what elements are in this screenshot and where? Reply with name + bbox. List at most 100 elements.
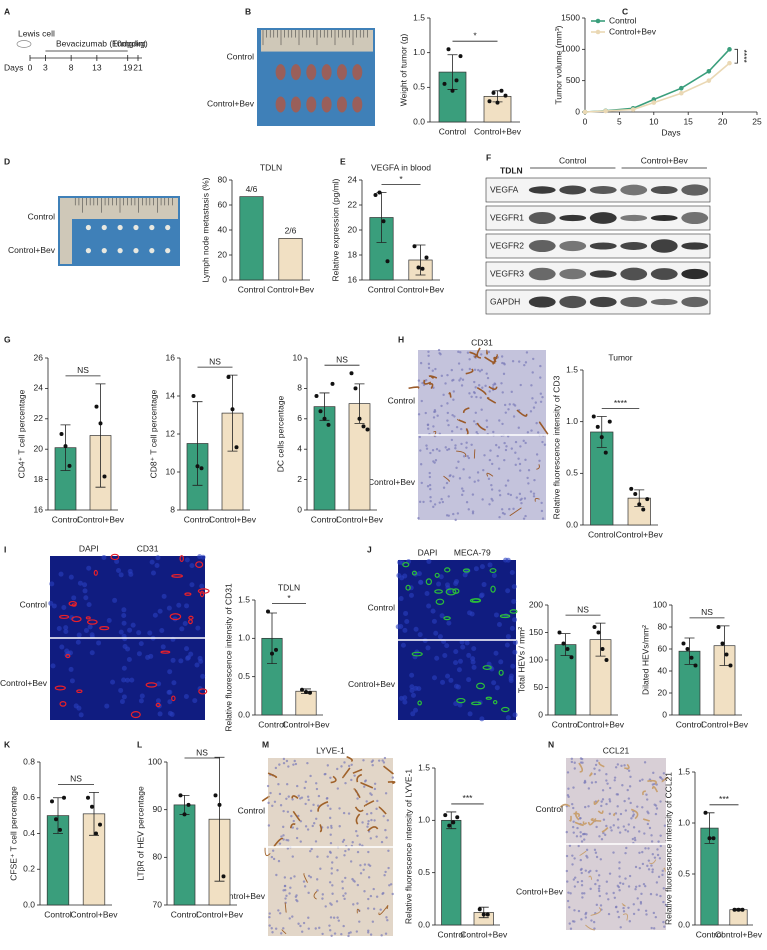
y-tick-label: 0: [297, 504, 302, 514]
nucleus: [338, 825, 341, 828]
nuclei: [184, 603, 190, 609]
data-point: [58, 827, 62, 832]
data-point: [182, 812, 187, 817]
nucleus: [482, 468, 485, 472]
value-label: 2/6: [285, 226, 297, 236]
tumor: [336, 64, 347, 81]
data-point: [98, 421, 103, 426]
nucleus: [579, 858, 582, 862]
nucleus: [627, 769, 631, 772]
y-tick-label: 0.6: [23, 792, 35, 802]
nucleus: [524, 361, 528, 364]
nucleus: [641, 778, 644, 781]
y-tick-label: 80: [658, 621, 668, 631]
stain: [261, 795, 270, 802]
nuclei: [104, 703, 110, 709]
y-tick-label: 80: [218, 174, 228, 184]
nucleus: [370, 818, 373, 822]
micrograph: [566, 844, 666, 930]
nuclei: [505, 588, 511, 594]
stain-label: DAPI: [418, 547, 438, 557]
data-point: [637, 502, 642, 507]
series-marker: [706, 78, 712, 83]
nucleus: [326, 826, 330, 829]
nucleus: [441, 500, 445, 504]
nucleus: [488, 390, 491, 393]
nucleus: [595, 855, 599, 859]
y-axis-label: CD8⁺ T cell percentage: [148, 389, 158, 478]
nucleus: [652, 771, 655, 775]
nucleus: [462, 489, 465, 493]
nucleus: [465, 441, 468, 444]
nucleus: [507, 408, 510, 411]
signal: [195, 561, 204, 568]
data-point: [226, 375, 231, 379]
significance-label: NS: [336, 354, 348, 364]
nucleus: [477, 384, 481, 387]
nucleus: [309, 876, 313, 879]
nuclei: [122, 636, 128, 642]
nucleus: [452, 390, 455, 393]
x-tick-label: 5: [617, 116, 622, 126]
nucleus: [632, 826, 636, 829]
stain: [476, 386, 487, 396]
y-axis-label: Lymph node metastasis (%): [200, 177, 210, 282]
nucleus: [280, 835, 283, 838]
nucleus: [367, 863, 370, 866]
legend-marker: [595, 18, 601, 24]
data-point: [98, 822, 102, 827]
nuclei: [126, 657, 132, 663]
signal: [171, 574, 183, 578]
nucleus: [580, 871, 583, 875]
nucleus: [509, 493, 513, 497]
data-point: [186, 802, 191, 807]
image-row-label: Control+Bev: [218, 891, 266, 901]
nucleus: [595, 759, 599, 762]
nucleus: [646, 822, 650, 826]
nucleus: [295, 898, 298, 902]
nucleus: [417, 516, 420, 520]
x-tick-label: Control: [676, 719, 704, 729]
stain: [457, 418, 467, 424]
image-row-label: Control+Bev: [348, 679, 396, 689]
nucleus: [655, 807, 659, 810]
y-tick-label: 1.5: [566, 364, 578, 374]
nuclei: [179, 626, 185, 632]
signal: [445, 588, 457, 596]
significance-bracket: [734, 48, 738, 64]
nuclei: [112, 597, 118, 603]
nucleus: [622, 910, 626, 913]
stain: [484, 356, 496, 364]
nucleus: [432, 425, 435, 428]
nucleus: [282, 809, 285, 813]
timeline-start: Lewis cell: [18, 28, 55, 38]
data-point: [304, 690, 308, 694]
x-tick-label: Control+Bev: [460, 929, 508, 939]
nucleus: [434, 459, 438, 462]
data-point: [62, 795, 66, 800]
nucleus: [349, 860, 353, 863]
nucleus: [642, 882, 646, 886]
nucleus: [269, 791, 272, 795]
data-point: [728, 663, 733, 668]
error-bar: [596, 416, 607, 448]
nuclei: [121, 612, 127, 618]
blot-band: [589, 270, 617, 278]
nucleus: [514, 451, 517, 454]
timeline-day: 21: [133, 62, 143, 72]
nuclei: [166, 605, 172, 611]
nuclei: [446, 620, 452, 626]
nucleus: [573, 767, 576, 770]
nucleus: [306, 761, 309, 765]
nuclei: [444, 582, 450, 588]
nucleus: [323, 773, 326, 776]
nucleus: [277, 909, 280, 912]
blot-band: [681, 211, 709, 225]
signal: [405, 584, 411, 591]
nucleus: [353, 774, 356, 777]
panel-letter: J: [367, 544, 372, 554]
nuclei: [124, 677, 130, 683]
x-tick-label: 25: [752, 116, 762, 126]
nucleus: [587, 805, 590, 808]
